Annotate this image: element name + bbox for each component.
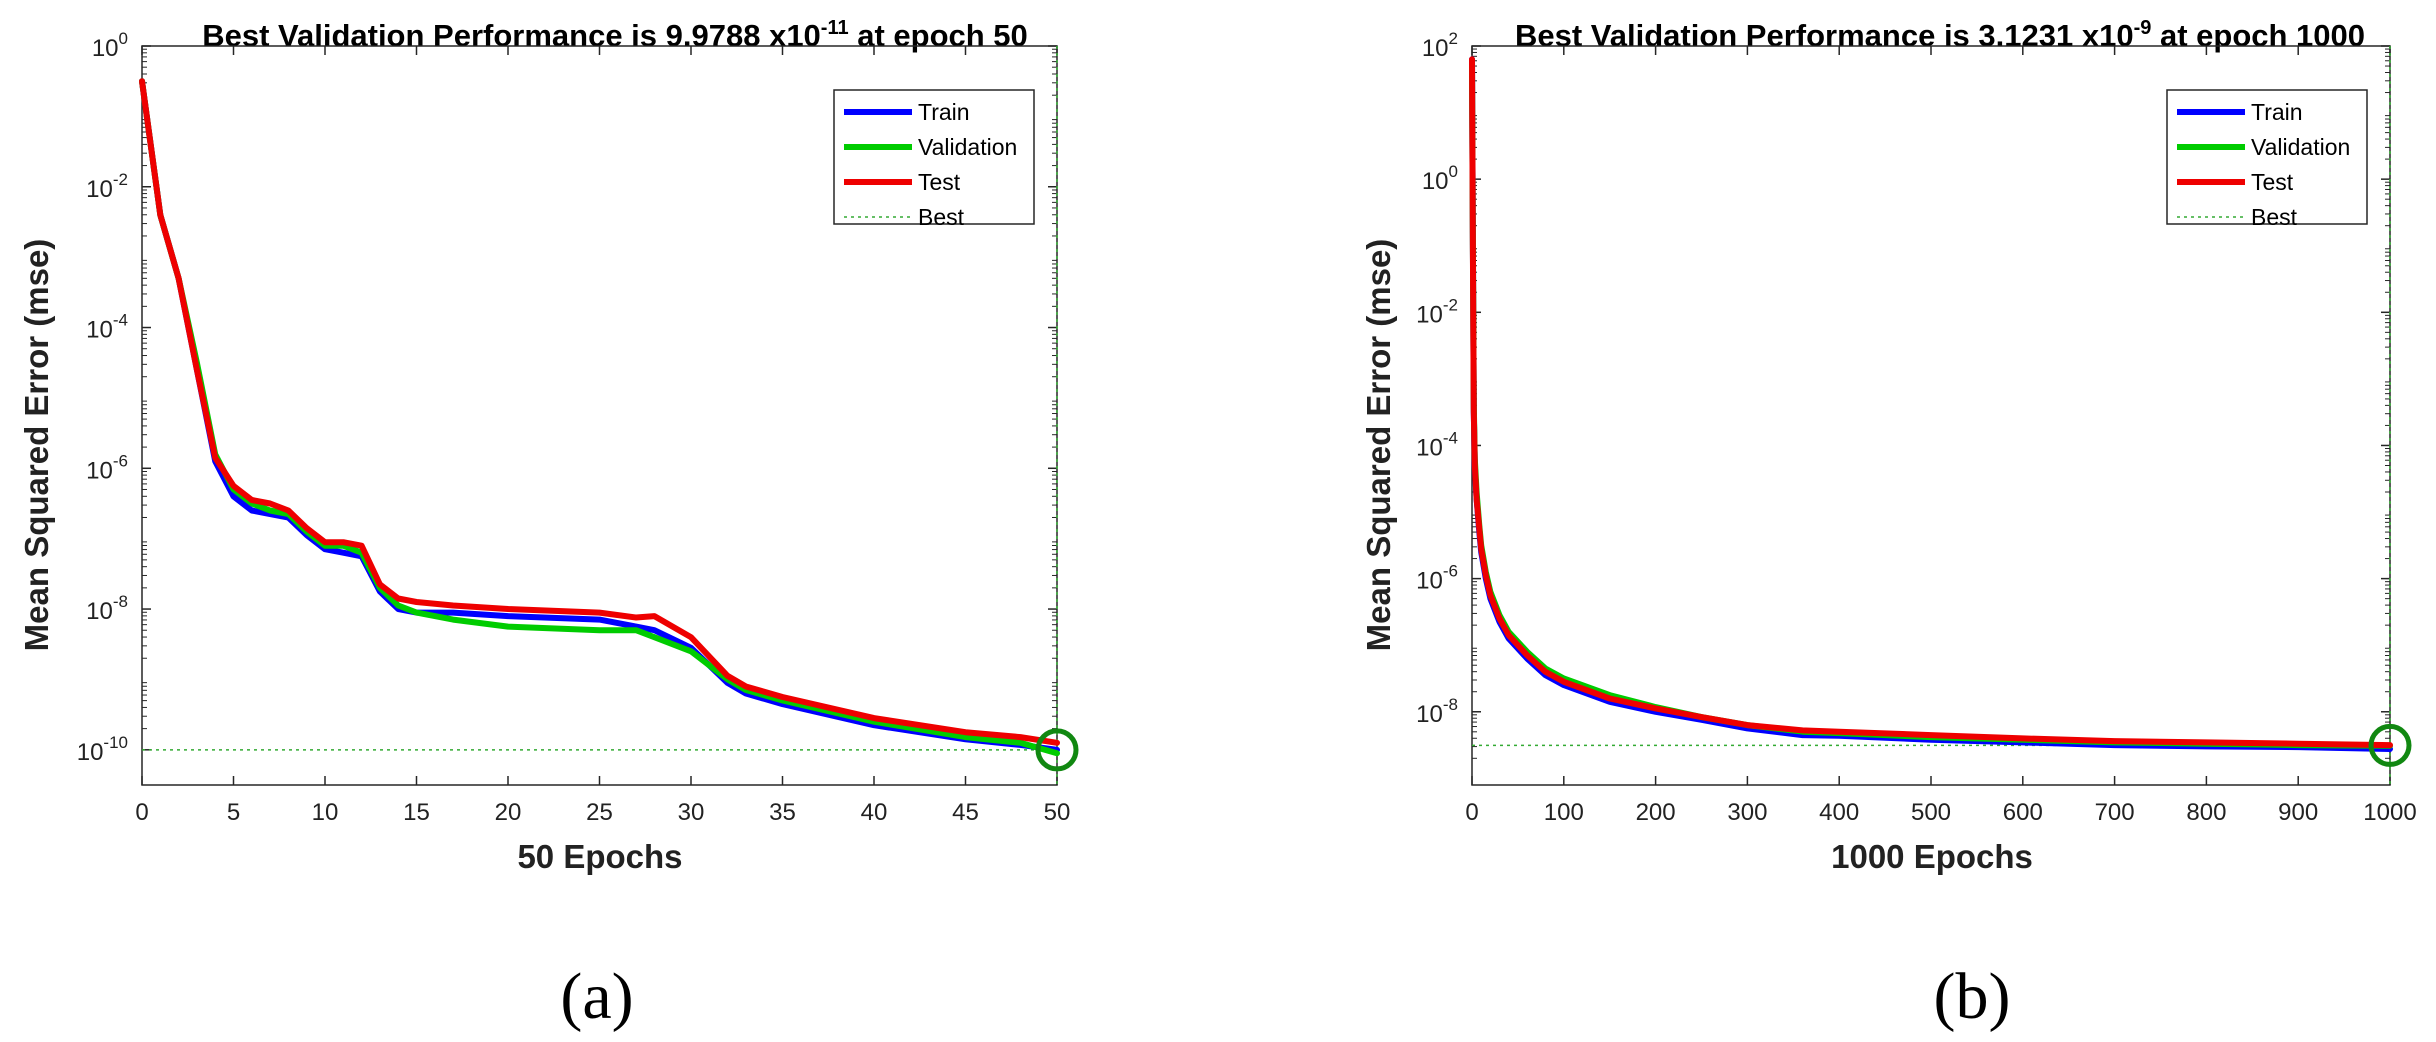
x-axis-label: 50 Epochs	[517, 838, 682, 875]
x-tick-label: 200	[1636, 799, 1676, 826]
x-tick-label: 900	[2278, 799, 2318, 826]
chart-title: Best Validation Performance is 9.9788 x1…	[202, 17, 1028, 53]
y-tick-label: 10-6	[1416, 562, 1458, 595]
y-tick-label: 10-2	[86, 170, 128, 203]
x-tick-label: 0	[135, 799, 148, 826]
legend-label-test: Test	[918, 169, 961, 195]
x-tick-label: 700	[2095, 799, 2135, 826]
x-tick-label: 100	[1544, 799, 1584, 826]
panel-label-a: (a)	[560, 960, 633, 1033]
x-axis-label: 1000 Epochs	[1831, 838, 2033, 875]
legend-label-validation: Validation	[918, 134, 1017, 160]
y-tick-label: 100	[92, 29, 128, 62]
legend-label-train: Train	[2251, 99, 2303, 125]
y-tick-label: 10-10	[77, 733, 128, 766]
plot-area: 0 5 10 15 20 25 30 35 40 45 50 100 10-2 10-4 10-6 10-8 1…	[77, 29, 1079, 826]
y-tick-label: 10-8	[86, 592, 128, 625]
y-axis-label: Mean Squared Error (mse)	[18, 239, 55, 652]
series-line-train	[139, 78, 1060, 753]
x-tick-label: 20	[495, 799, 522, 826]
y-tick-label: 10-2	[1416, 295, 1458, 328]
chart-title: Best Validation Performance is 3.1231 x1…	[1515, 17, 2365, 53]
y-axis-label: Mean Squared Error (mse)	[1360, 239, 1397, 652]
x-tick-label: 45	[952, 799, 979, 826]
best-marker	[1035, 728, 1079, 772]
x-tick-label: 10	[312, 799, 339, 826]
x-tick-label: 600	[2003, 799, 2043, 826]
legend-label-test: Test	[2251, 169, 2294, 195]
y-tick-label: 102	[1422, 29, 1458, 62]
x-tick-label: 300	[1727, 799, 1767, 826]
x-tick-label: 0	[1465, 799, 1478, 826]
y-tick-label: 100	[1422, 162, 1458, 195]
x-tick-label: 15	[403, 799, 430, 826]
x-tick-label: 25	[586, 799, 613, 826]
best-marker	[2368, 723, 2412, 767]
x-tick-label: 500	[1911, 799, 1951, 826]
y-tick-label: 10-4	[1416, 428, 1458, 461]
plot-area: 0 100 200 300 400 500 600 700 800 900 1000 102 100 10…	[1416, 29, 2417, 826]
x-tick-label: 50	[1044, 799, 1071, 826]
chart-a: Best Validation Performance is 9.9788 x1…	[18, 17, 1079, 1033]
series-line-test	[1469, 56, 2393, 749]
x-tick-label: 1000	[2363, 799, 2416, 826]
y-tick-label: 10-8	[1416, 695, 1458, 728]
series-line-test	[139, 78, 1060, 746]
legend-label-validation: Validation	[2251, 134, 2350, 160]
legend-label-best: Best	[918, 204, 965, 230]
panel-label-b: (b)	[1934, 960, 2011, 1033]
x-tick-label: 800	[2186, 799, 2226, 826]
x-tick-label: 35	[769, 799, 796, 826]
y-tick-label: 10-6	[86, 451, 128, 484]
x-tick-label: 400	[1819, 799, 1859, 826]
legend-label-best: Best	[2251, 204, 2298, 230]
x-tick-label: 5	[227, 799, 240, 826]
legend-label-train: Train	[918, 99, 970, 125]
chart-b: Best Validation Performance is 3.1231 x1…	[1360, 17, 2417, 1033]
y-tick-label: 10-4	[86, 311, 128, 344]
x-tick-label: 40	[861, 799, 888, 826]
x-tick-label: 30	[678, 799, 705, 826]
